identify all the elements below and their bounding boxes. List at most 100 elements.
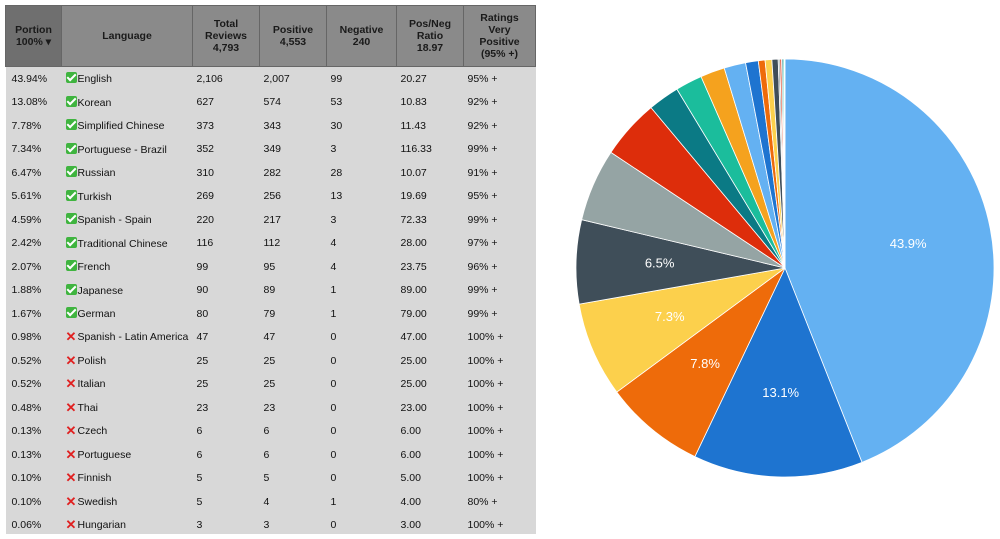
cell-portion: 1.67% bbox=[5, 302, 62, 326]
cell-total: 6 bbox=[192, 443, 260, 467]
cell-language: French bbox=[61, 255, 193, 279]
slice-label: 6.5% bbox=[645, 256, 675, 271]
table-row: 7.78% Simplified Chinese 373 343 30 11.43 92% … bbox=[5, 114, 536, 138]
cell-rating: 100% + bbox=[463, 513, 536, 534]
check-icon bbox=[65, 72, 77, 84]
cell-rating: 100% + bbox=[463, 372, 536, 396]
cell-ratio: 10.07 bbox=[396, 161, 464, 185]
table-body: 43.94% English 2,106 2,007 99 20.27 95% +13.08… bbox=[5, 66, 536, 534]
check-icon bbox=[65, 166, 77, 178]
cell-negative: 53 bbox=[326, 90, 397, 114]
cross-icon: ✕ bbox=[65, 446, 77, 462]
cell-ratio: 47.00 bbox=[396, 325, 464, 349]
cell-rating: 80% + bbox=[463, 490, 536, 514]
cell-positive: 6 bbox=[259, 419, 327, 443]
pie-slice-hungarian[interactable] bbox=[783, 58, 786, 269]
cell-language: Simplified Chinese bbox=[61, 114, 193, 138]
cell-total: 352 bbox=[192, 137, 260, 161]
cell-rating: 95% + bbox=[463, 66, 536, 91]
cell-positive: 47 bbox=[259, 325, 327, 349]
table-row: 2.42% Traditional Chinese 116 112 4 28.00 97% … bbox=[5, 231, 536, 255]
cell-positive: 217 bbox=[259, 208, 327, 232]
cell-ratio: 23.75 bbox=[396, 255, 464, 279]
cell-language: ✕Italian bbox=[61, 372, 193, 396]
cell-positive: 112 bbox=[259, 231, 327, 255]
cell-total: 25 bbox=[192, 372, 260, 396]
language-name: Simplified Chinese bbox=[77, 120, 165, 133]
header-positive[interactable]: Positive 4,553 bbox=[259, 5, 327, 67]
cross-icon: ✕ bbox=[65, 470, 77, 486]
pie-chart-svg: 43.9% 13.1% 7.8% 7.3% 6.5% bbox=[575, 58, 995, 478]
cell-positive: 4 bbox=[259, 490, 327, 514]
language-name: Portuguese - Brazil bbox=[77, 143, 167, 156]
cell-rating: 100% + bbox=[463, 466, 536, 490]
cell-portion: 43.94% bbox=[5, 66, 62, 91]
table-row: 6.47% Russian 310 282 28 10.07 91% + bbox=[5, 161, 536, 185]
cell-portion: 1.88% bbox=[5, 278, 62, 302]
cell-ratio: 3.00 bbox=[396, 513, 464, 534]
cell-negative: 4 bbox=[326, 231, 397, 255]
check-icon bbox=[65, 119, 77, 131]
language-name: Spanish - Latin America bbox=[77, 331, 189, 344]
check-icon bbox=[65, 236, 77, 248]
pie-slice-korean[interactable] bbox=[694, 267, 863, 478]
cell-rating: 92% + bbox=[463, 90, 536, 114]
cell-negative: 0 bbox=[326, 443, 397, 467]
cell-language: Japanese bbox=[61, 278, 193, 302]
cell-negative: 30 bbox=[326, 114, 397, 138]
cell-language: Russian bbox=[61, 161, 193, 185]
table-row: 13.08% Korean 627 574 53 10.83 92% + bbox=[5, 90, 536, 114]
language-reviews-table: Portion 100% ▾ Language Total Reviews 4,793 Po… bbox=[5, 5, 536, 534]
pie-slice-portuguese-brazil[interactable] bbox=[578, 267, 786, 393]
cell-language: ✕Hungarian bbox=[61, 513, 193, 534]
cell-total: 47 bbox=[192, 325, 260, 349]
cross-icon: ✕ bbox=[65, 423, 77, 439]
header-total-reviews[interactable]: Total Reviews 4,793 bbox=[192, 5, 260, 67]
table-row: 0.13% ✕Czech 6 6 0 6.00 100% + bbox=[5, 419, 536, 443]
cross-icon: ✕ bbox=[65, 493, 77, 509]
header-line: Ratings bbox=[480, 12, 519, 24]
cell-total: 627 bbox=[192, 90, 260, 114]
language-name: French bbox=[77, 261, 111, 274]
cell-language: ✕Czech bbox=[61, 419, 193, 443]
header-language[interactable]: Language bbox=[61, 5, 193, 67]
header-pos-neg-ratio[interactable]: Pos/Neg Ratio 18.97 bbox=[396, 5, 464, 67]
cell-portion: 0.48% bbox=[5, 396, 62, 420]
cell-language: ✕Polish bbox=[61, 349, 193, 373]
cell-rating: 100% + bbox=[463, 396, 536, 420]
cell-total: 25 bbox=[192, 349, 260, 373]
pie-slice-simplified-chinese[interactable] bbox=[616, 267, 786, 458]
slice-label: 7.8% bbox=[690, 356, 720, 371]
cell-positive: 2,007 bbox=[259, 66, 327, 91]
pie-slice-english[interactable] bbox=[784, 58, 995, 463]
header-line: Pos/Neg bbox=[408, 18, 451, 30]
cell-total: 5 bbox=[192, 490, 260, 514]
header-portion[interactable]: Portion 100% ▾ bbox=[5, 5, 62, 67]
cell-ratio: 6.00 bbox=[396, 443, 464, 467]
language-name: Turkish bbox=[77, 190, 112, 203]
cell-portion: 0.13% bbox=[5, 443, 62, 467]
header-negative[interactable]: Negative 240 bbox=[326, 5, 397, 67]
cell-total: 220 bbox=[192, 208, 260, 232]
cell-rating: 99% + bbox=[463, 278, 536, 302]
header-line: 18.97 bbox=[416, 42, 444, 54]
slice-label: 7.3% bbox=[655, 309, 685, 324]
cell-ratio: 25.00 bbox=[396, 372, 464, 396]
language-name: Spanish - Spain bbox=[77, 214, 152, 227]
language-name: Italian bbox=[77, 378, 106, 391]
cell-language: ✕Thai bbox=[61, 396, 193, 420]
header-ratings[interactable]: Ratings Very Positive (95% +) bbox=[463, 5, 536, 67]
cell-portion: 2.07% bbox=[5, 255, 62, 279]
table-row: 0.52% ✕Polish 25 25 0 25.00 100% + bbox=[5, 349, 536, 373]
cell-total: 3 bbox=[192, 513, 260, 534]
table-row: 0.10% ✕Finnish 5 5 0 5.00 100% + bbox=[5, 466, 536, 490]
cross-icon: ✕ bbox=[65, 376, 77, 392]
cell-total: 310 bbox=[192, 161, 260, 185]
check-icon bbox=[65, 260, 77, 272]
cell-negative: 0 bbox=[326, 466, 397, 490]
cell-negative: 0 bbox=[326, 396, 397, 420]
cell-language: Korean bbox=[61, 90, 193, 114]
cell-language: Spanish - Spain bbox=[61, 208, 193, 232]
language-table-panel: Portion 100% ▾ Language Total Reviews 4,793 Po… bbox=[0, 0, 540, 534]
cell-portion: 0.52% bbox=[5, 372, 62, 396]
